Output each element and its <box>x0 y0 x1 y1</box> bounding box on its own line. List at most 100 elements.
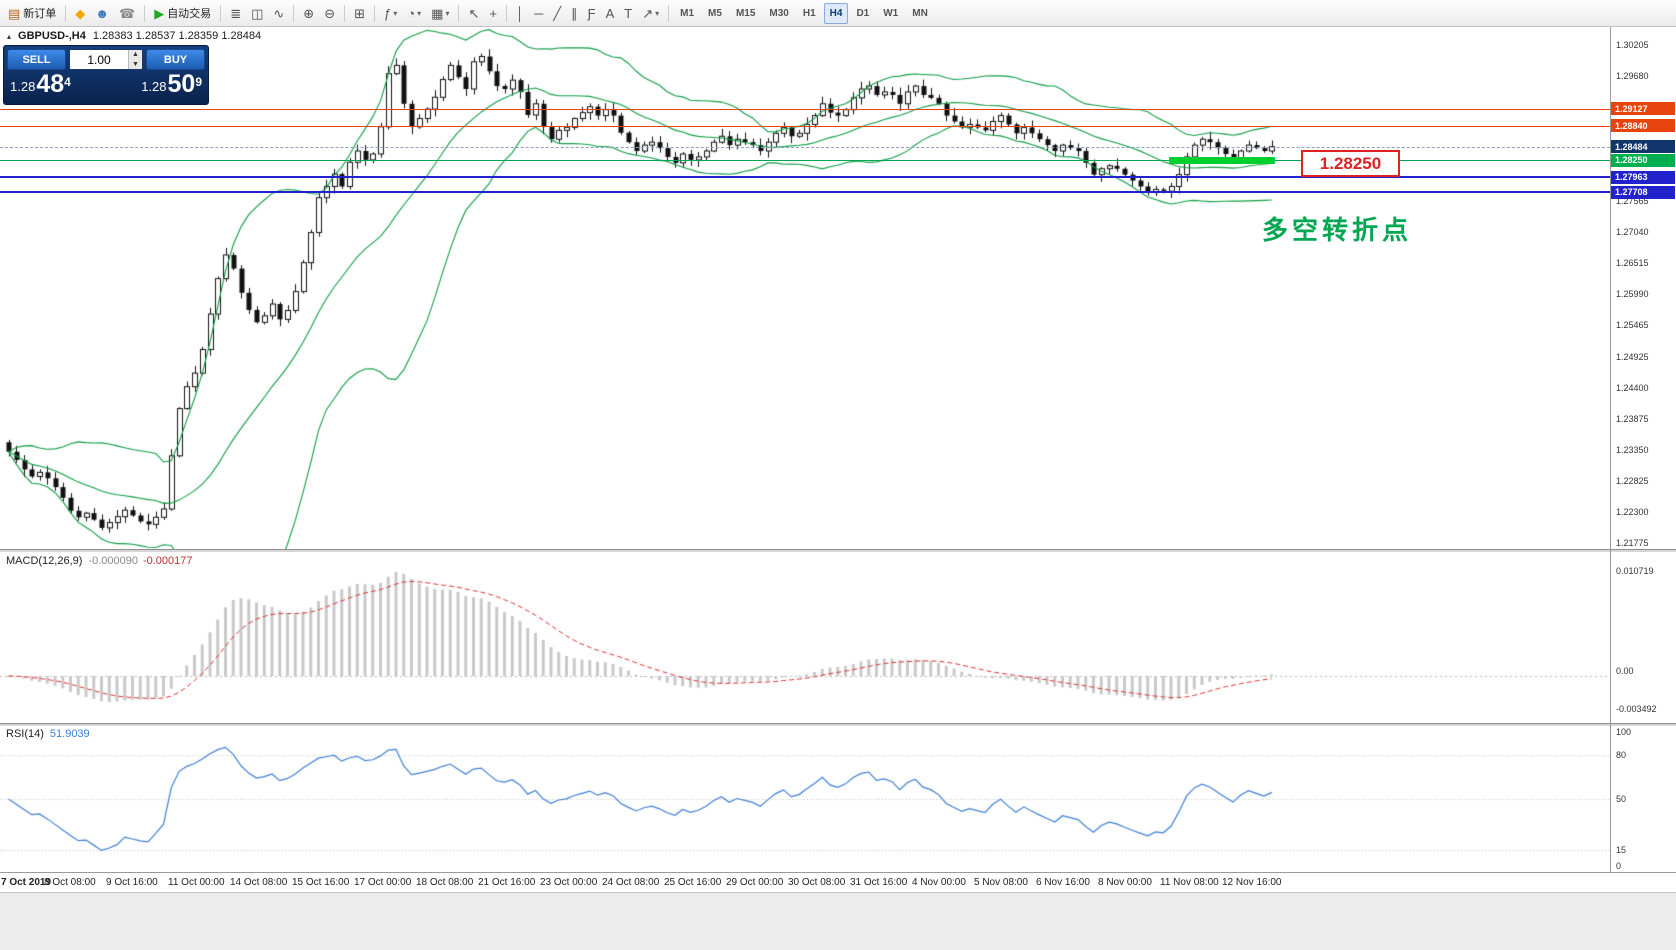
bar-chart-mode-icon[interactable]: ≣ <box>226 3 245 24</box>
pivot-annotation[interactable]: 多空转折点 <box>1262 215 1413 245</box>
rsi-scale-label: 0 <box>1616 861 1622 871</box>
price-callout[interactable]: 1.28250 <box>1301 150 1400 177</box>
timeframe-m30-button[interactable]: M30 <box>763 3 794 24</box>
timeframe-h4-button-label: H4 <box>829 7 843 19</box>
support-line-1-tag: 1.27963 <box>1611 170 1675 184</box>
time-axis-label: 7 Oct 2019 <box>1 877 52 888</box>
macd-chart-canvas[interactable] <box>0 552 1610 723</box>
macd-scale-bottom: -0.003492 <box>1616 704 1657 714</box>
time-axis-label: 14 Oct 08:00 <box>230 877 288 888</box>
pivot-highlight-segment[interactable] <box>1169 157 1275 165</box>
volume-input[interactable] <box>70 50 128 69</box>
label-icon[interactable]: T <box>620 3 636 24</box>
timeframe-h1-button[interactable]: H1 <box>797 3 822 24</box>
timeframe-m30-button-label: M30 <box>769 7 789 19</box>
time-axis-label: 12 Nov 16:00 <box>1222 877 1282 888</box>
support-icon[interactable]: ☎ <box>115 3 139 24</box>
channel-icon-glyph: ∥ <box>571 5 578 21</box>
templates-menu-icon[interactable]: ▦ ▾ <box>427 3 453 24</box>
profile-icon[interactable]: ☻ <box>91 3 113 24</box>
macd-axis[interactable]: 0.010719 0.00 -0.003492 <box>1611 552 1676 723</box>
zoom-in-icon-glyph: ⊕ <box>303 5 315 21</box>
trendline-icon[interactable]: ╱ <box>549 3 565 24</box>
fibonacci-icon[interactable]: Ƒ <box>584 3 600 24</box>
sell-button[interactable]: SELL <box>7 49 66 70</box>
timeframe-h1-button-label: H1 <box>802 7 816 19</box>
volume-down-button[interactable]: ▼ <box>129 59 142 69</box>
volume-up-button[interactable]: ▲ <box>129 50 142 60</box>
vertical-line-icon[interactable]: │ <box>512 3 528 24</box>
templates-menu-icon-glyph: ▦ <box>431 5 444 21</box>
crosshair-icon-glyph: + <box>489 5 497 21</box>
time-axis-label: 29 Oct 00:00 <box>726 877 784 888</box>
volume-box: ▲ ▼ <box>69 49 143 70</box>
arrow-objects-icon-caret: ▾ <box>655 8 660 18</box>
trendline-icon-glyph: ╱ <box>553 5 562 21</box>
text-icon-glyph: A <box>605 5 615 21</box>
candlestick-mode-icon[interactable]: ◫ <box>247 3 267 24</box>
horizontal-line-icon[interactable]: ─ <box>530 3 547 24</box>
timeframe-mn-button[interactable]: MN <box>906 3 934 24</box>
panel-divider-macd[interactable] <box>0 549 1676 552</box>
time-axis-label: 9 Oct 16:00 <box>106 877 158 888</box>
resistance-line-1[interactable] <box>0 108 1610 110</box>
macd-scale-zero: 0.00 <box>1616 666 1634 676</box>
autotrading-button[interactable]: ▶ 自动交易 <box>150 3 215 24</box>
text-icon[interactable]: A <box>602 3 619 24</box>
buy-button[interactable]: BUY <box>146 49 205 70</box>
resistance-line-2[interactable] <box>0 125 1610 127</box>
toolbar-separator <box>505 4 507 22</box>
symbol-period-label: GBPUSD-,H4 <box>18 30 86 42</box>
indicators-menu-icon[interactable]: ƒ ▾ <box>380 3 401 24</box>
timeframe-m5-button[interactable]: M5 <box>702 3 728 24</box>
price-chart-canvas[interactable] <box>0 27 1610 549</box>
volume-spinner: ▲ ▼ <box>128 50 142 69</box>
new-order-button[interactable]: ▤ 新订单 <box>4 3 60 24</box>
arrow-objects-icon[interactable]: ↗ ▾ <box>638 3 663 24</box>
support-line-1[interactable] <box>0 176 1610 179</box>
rsi-chart-canvas[interactable] <box>0 726 1610 872</box>
price-axis-tick: 1.23875 <box>1616 413 1649 424</box>
tile-windows-icon[interactable]: ⊞ <box>350 3 369 24</box>
timeframe-m1-button[interactable]: M1 <box>674 3 700 24</box>
toolbar-separator <box>668 4 670 22</box>
line-chart-mode-icon[interactable]: ∿ <box>269 3 288 24</box>
cursor-icon[interactable]: ↖ <box>464 3 483 24</box>
zoom-out-icon[interactable]: ⊖ <box>320 3 339 24</box>
price-axis[interactable]: 1.29127 1.28840 1.28250 1.27963 1.27708 1.284… <box>1611 27 1676 549</box>
pivot-line[interactable] <box>0 160 1610 162</box>
templates-menu-icon-caret: ▾ <box>445 8 450 18</box>
fibonacci-icon-glyph: Ƒ <box>587 5 596 21</box>
support-line-2[interactable] <box>0 191 1610 194</box>
macd-scale-top: 0.010719 <box>1616 566 1654 576</box>
timeframe-h4-button[interactable]: H4 <box>823 2 849 24</box>
time-axis-label: 4 Nov 00:00 <box>912 877 966 888</box>
zoom-in-icon[interactable]: ⊕ <box>299 3 318 24</box>
rsi-scale-label: 80 <box>1616 750 1627 761</box>
time-axis-label: 25 Oct 16:00 <box>664 877 722 888</box>
time-axis-label: 6 Nov 16:00 <box>1036 877 1090 888</box>
one-click-collapse-icon[interactable]: ▴ <box>7 31 12 41</box>
periods-menu-icon-glyph: ◔ <box>407 5 416 21</box>
timeframe-w1-button[interactable]: W1 <box>877 3 904 24</box>
time-axis-label: 21 Oct 16:00 <box>478 877 536 888</box>
mql5-community-icon[interactable]: ◆ <box>71 3 89 24</box>
resistance-line-1-tag: 1.29127 <box>1611 102 1675 116</box>
tile-windows-icon-glyph: ⊞ <box>354 5 366 21</box>
panel-divider-rsi[interactable] <box>0 723 1676 726</box>
timeframe-d1-button[interactable]: D1 <box>850 3 875 24</box>
buy-price[interactable]: 1.28 50 9 <box>141 70 202 98</box>
rsi-axis[interactable]: 100 80 50 15 0 <box>1611 726 1676 872</box>
channel-icon[interactable]: ∥ <box>567 3 582 24</box>
timeframe-m15-button[interactable]: M15 <box>730 3 761 24</box>
time-axis-label: 30 Oct 08:00 <box>788 877 846 888</box>
crosshair-icon[interactable]: + <box>485 3 501 24</box>
sell-price[interactable]: 1.28 48 4 <box>10 70 71 98</box>
periods-menu-icon[interactable]: ◔ ▾ <box>403 3 425 24</box>
window-bottom-area <box>0 892 1676 950</box>
time-axis[interactable]: 7 Oct 2019 8 Oct 08:00 9 Oct 16:00 11 Oct 0… <box>0 872 1676 892</box>
toolbar-separator <box>220 4 222 22</box>
time-axis-label: 5 Nov 08:00 <box>974 877 1028 888</box>
current-price-line <box>0 147 1610 148</box>
